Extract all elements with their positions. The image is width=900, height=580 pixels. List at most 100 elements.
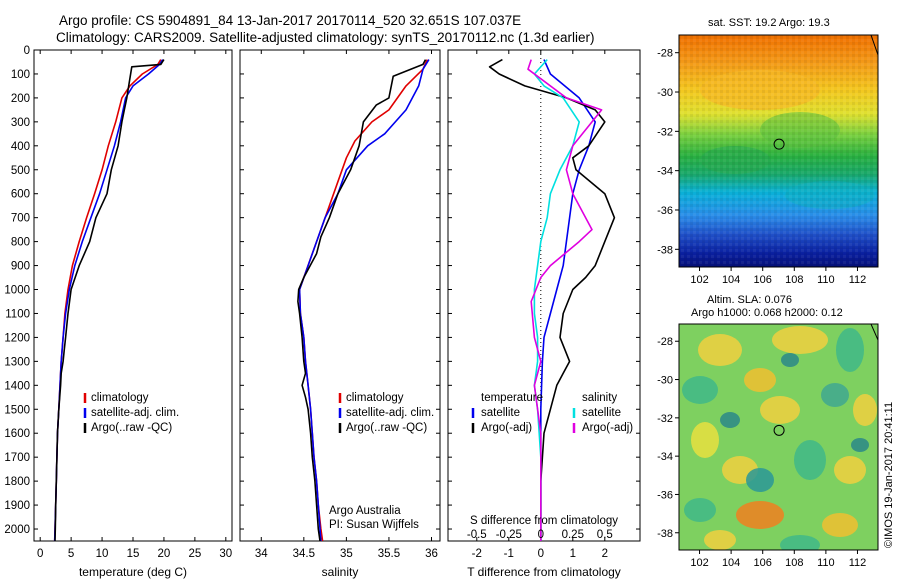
- sst-coastline: [870, 35, 878, 56]
- map-x-tick-label: 104: [722, 274, 740, 286]
- sla-blob: [853, 394, 877, 426]
- y-tick-label: 400: [11, 141, 30, 153]
- sla-blob: [684, 498, 716, 522]
- sla-blob: [794, 440, 826, 480]
- series-line-satellite-adj-clim-: [53, 59, 164, 542]
- y-tick-label: 1500: [4, 404, 30, 416]
- map-x-tick-label: 112: [849, 557, 867, 569]
- legend-label: satellite: [481, 407, 520, 419]
- y-tick-label: 600: [11, 189, 30, 201]
- temperature-panel: 0 5 10 15 20 25 300100200300400500600700800900…: [4, 45, 233, 579]
- map-x-tick-label: 108: [785, 557, 803, 569]
- sst-argo-marker: [773, 138, 785, 150]
- sla-blob: [720, 412, 740, 428]
- legend-title-temperature: temperature: [481, 392, 543, 404]
- x-axis-label: T difference from climatology: [467, 565, 621, 579]
- x-axis-label: salinity: [322, 565, 359, 579]
- y-tick-label: 900: [11, 261, 30, 273]
- x-tick-label: 36: [425, 548, 438, 560]
- top-axis-label: S difference from climatology: [470, 515, 618, 527]
- sla-map-frame: [678, 323, 879, 551]
- sla-blob: [821, 383, 849, 407]
- map-y-tick-label: -34: [657, 166, 673, 178]
- x-tick-label: 35.5: [378, 548, 400, 560]
- y-tick-label: 1200: [4, 332, 30, 344]
- sla-blob: [851, 438, 869, 452]
- sla-blob: [836, 328, 864, 372]
- y-tick-label: 800: [11, 237, 30, 249]
- map-y-tick-label: -36: [657, 489, 673, 501]
- difference-panel: -2 -1 0 1 2 T difference from climatology S di…: [447, 49, 641, 579]
- map-x-tick-label: 112: [849, 274, 867, 286]
- legend-label: climatology: [346, 392, 404, 404]
- sla-blob: [834, 456, 866, 484]
- map-x-tick-label: 102: [690, 274, 708, 286]
- panel-frame: [447, 49, 641, 542]
- x-tick-label: 2: [602, 548, 608, 560]
- x-tick-label: -2: [472, 548, 482, 560]
- y-tick-label: 1300: [4, 356, 30, 368]
- sla-blob: [760, 396, 800, 424]
- x-tick-label: -1: [504, 548, 514, 560]
- map-y-tick-label: -32: [657, 413, 673, 425]
- map-y-tick-label: -38: [657, 244, 673, 256]
- sst-map: sat. SST: 19.2 Argo: 19.3 102 104 106 108 11…: [657, 17, 879, 286]
- map-y-tick-label: -36: [657, 205, 673, 217]
- map-x-tick-label: 108: [785, 274, 803, 286]
- x-tick-label: 34.5: [293, 548, 315, 560]
- series-line-climatology: [298, 59, 428, 542]
- sla-blob: [682, 376, 718, 404]
- sst-map-frame: [678, 34, 879, 268]
- sla-blob: [704, 530, 736, 550]
- map-y-tick-label: -34: [657, 451, 673, 463]
- map-y-tick-label: -30: [657, 375, 673, 387]
- sla-blob: [772, 326, 828, 354]
- x-tick-label: 30: [219, 548, 232, 560]
- top-tick-label: 0: [538, 529, 544, 541]
- y-tick-label: 700: [11, 213, 30, 225]
- map-x-tick-label: 102: [690, 557, 708, 569]
- header-line-1: Argo profile: CS 5904891_84 13-Jan-2017 …: [59, 13, 521, 28]
- y-tick-label: 1800: [4, 476, 30, 488]
- y-tick-label: 1600: [4, 428, 30, 440]
- y-tick-label: 2000: [4, 524, 30, 536]
- sla-blob: [744, 368, 776, 392]
- x-tick-label: 0: [37, 548, 43, 560]
- y-tick-label: 1000: [4, 285, 30, 297]
- map-x-tick-label: 106: [754, 557, 772, 569]
- x-tick-label: 15: [127, 548, 140, 560]
- sla-map-subtitle: Argo h1000: 0.068 h2000: 0.12: [691, 307, 843, 319]
- series-line-salinity-argo-adj-: [527, 59, 603, 541]
- sla-map: Altim. SLA: 0.076 Argo h1000: 0.068 h200…: [657, 294, 879, 569]
- series-line-argo-raw-qc-: [297, 59, 427, 542]
- legend-label: Argo(..raw -QC): [346, 422, 427, 434]
- x-axis-label: temperature (deg C): [79, 565, 187, 579]
- sla-blob: [698, 334, 742, 366]
- sla-blob: [781, 353, 799, 367]
- y-tick-label: 1900: [4, 500, 30, 512]
- x-tick-label: 25: [188, 548, 201, 560]
- y-tick-label: 200: [11, 93, 30, 105]
- top-tick-label: 0.5: [597, 529, 613, 541]
- x-tick-label: 1: [570, 548, 576, 560]
- sla-blob: [780, 535, 820, 550]
- map-x-tick-label: 110: [817, 274, 835, 286]
- sla-blob: [746, 468, 774, 492]
- legend-label: satellite: [582, 407, 621, 419]
- legend-label: Argo(-adj): [481, 422, 532, 434]
- y-tick-label: 0: [24, 45, 30, 57]
- map-x-tick-label: 104: [722, 557, 740, 569]
- panel-frame: [33, 49, 233, 542]
- imos-credit: ©IMOS 19-Jan-2017 20:41:11: [883, 402, 895, 548]
- series-line-temperature-argo-adj-: [488, 58, 616, 541]
- header-line-2: Climatology: CARS2009. Satellite-adjuste…: [56, 30, 595, 45]
- map-x-tick-label: 110: [817, 557, 835, 569]
- sst-map-title: sat. SST: 19.2 Argo: 19.3: [708, 17, 830, 29]
- source-annotation: Argo Australia: [329, 505, 401, 517]
- x-tick-label: 5: [68, 548, 74, 560]
- top-tick-label: -0.5: [467, 529, 487, 541]
- map-y-tick-label: -38: [657, 528, 673, 540]
- y-tick-label: 500: [11, 165, 30, 177]
- series-line-climatology: [53, 59, 162, 542]
- x-tick-label: 0: [538, 548, 544, 560]
